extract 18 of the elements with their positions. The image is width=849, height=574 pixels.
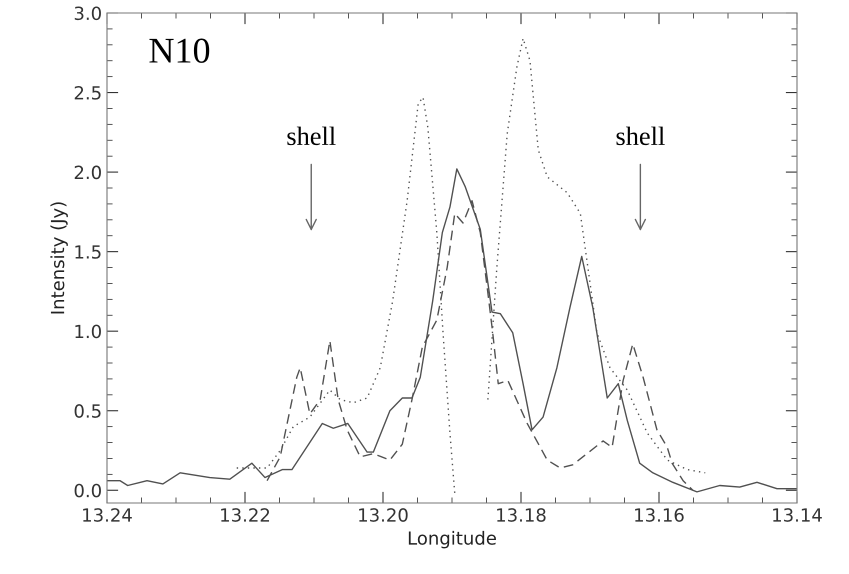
x-axis-title: Longitude xyxy=(408,530,496,548)
y-tick-label: 0.5 xyxy=(74,404,101,418)
y-tick-label: 2.0 xyxy=(74,166,101,180)
annotation: shell xyxy=(287,126,336,146)
x-tick-label: 13.16 xyxy=(635,508,684,522)
x-tick-label: 13.20 xyxy=(359,508,408,522)
y-tick-label: 1.5 xyxy=(75,245,101,259)
y-tick-label: 1.0 xyxy=(75,324,101,338)
y-tick-label: 3.0 xyxy=(74,6,101,20)
x-tick-label: 13.14 xyxy=(773,508,822,522)
x-tick-label: 13.24 xyxy=(83,508,132,522)
y-axis-title: Intensity (Jy) xyxy=(50,202,68,314)
annotation: N10 xyxy=(149,38,210,63)
y-tick-label: 0.0 xyxy=(74,484,101,498)
annotation: shell xyxy=(616,126,665,146)
x-tick-label: 13.22 xyxy=(221,508,270,522)
x-tick-label: 13.18 xyxy=(497,508,546,522)
y-tick-label: 2.5 xyxy=(74,86,101,100)
